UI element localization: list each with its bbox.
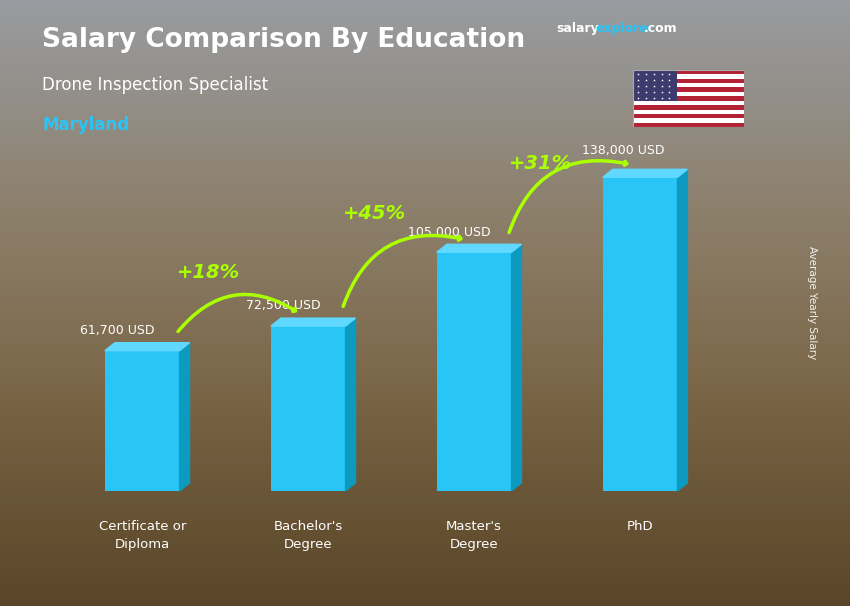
Text: 138,000 USD: 138,000 USD xyxy=(582,144,665,157)
Bar xyxy=(603,177,677,491)
Polygon shape xyxy=(179,342,190,491)
Bar xyxy=(633,70,677,101)
Text: .com: .com xyxy=(643,22,677,35)
Polygon shape xyxy=(105,342,190,351)
Bar xyxy=(633,110,744,114)
Bar xyxy=(633,105,744,110)
FancyArrowPatch shape xyxy=(178,295,296,331)
FancyArrowPatch shape xyxy=(343,236,461,307)
Text: 61,700 USD: 61,700 USD xyxy=(80,324,155,337)
Text: Salary Comparison By Education: Salary Comparison By Education xyxy=(42,27,525,53)
Bar xyxy=(633,70,744,74)
Bar xyxy=(633,118,744,123)
Polygon shape xyxy=(677,169,688,491)
Bar xyxy=(633,101,744,105)
Bar xyxy=(633,74,744,79)
Text: Bachelor's
Degree: Bachelor's Degree xyxy=(274,521,343,551)
Polygon shape xyxy=(437,244,521,252)
Text: Certificate or
Diploma: Certificate or Diploma xyxy=(99,521,186,551)
Bar xyxy=(633,114,744,118)
Text: Average Yearly Salary: Average Yearly Salary xyxy=(807,247,817,359)
Bar xyxy=(633,123,744,127)
Text: Master's
Degree: Master's Degree xyxy=(446,521,502,551)
Bar xyxy=(271,326,346,491)
Text: Drone Inspection Specialist: Drone Inspection Specialist xyxy=(42,76,269,94)
Text: PhD: PhD xyxy=(626,521,654,533)
Polygon shape xyxy=(346,318,355,491)
Bar xyxy=(633,83,744,87)
Text: 72,500 USD: 72,500 USD xyxy=(246,299,320,313)
Text: +45%: +45% xyxy=(343,204,406,222)
Text: explorer: explorer xyxy=(595,22,654,35)
Text: +18%: +18% xyxy=(177,263,241,282)
Bar xyxy=(633,96,744,101)
Bar xyxy=(633,79,744,83)
Text: 105,000 USD: 105,000 USD xyxy=(408,225,490,239)
Polygon shape xyxy=(271,318,355,326)
Bar xyxy=(437,252,512,491)
Text: Maryland: Maryland xyxy=(42,116,129,135)
Polygon shape xyxy=(512,244,521,491)
Text: salary: salary xyxy=(557,22,599,35)
Polygon shape xyxy=(603,169,688,177)
Bar xyxy=(633,92,744,96)
Text: +31%: +31% xyxy=(509,154,572,173)
FancyArrowPatch shape xyxy=(509,161,626,233)
Bar xyxy=(633,87,744,92)
Bar xyxy=(105,351,179,491)
